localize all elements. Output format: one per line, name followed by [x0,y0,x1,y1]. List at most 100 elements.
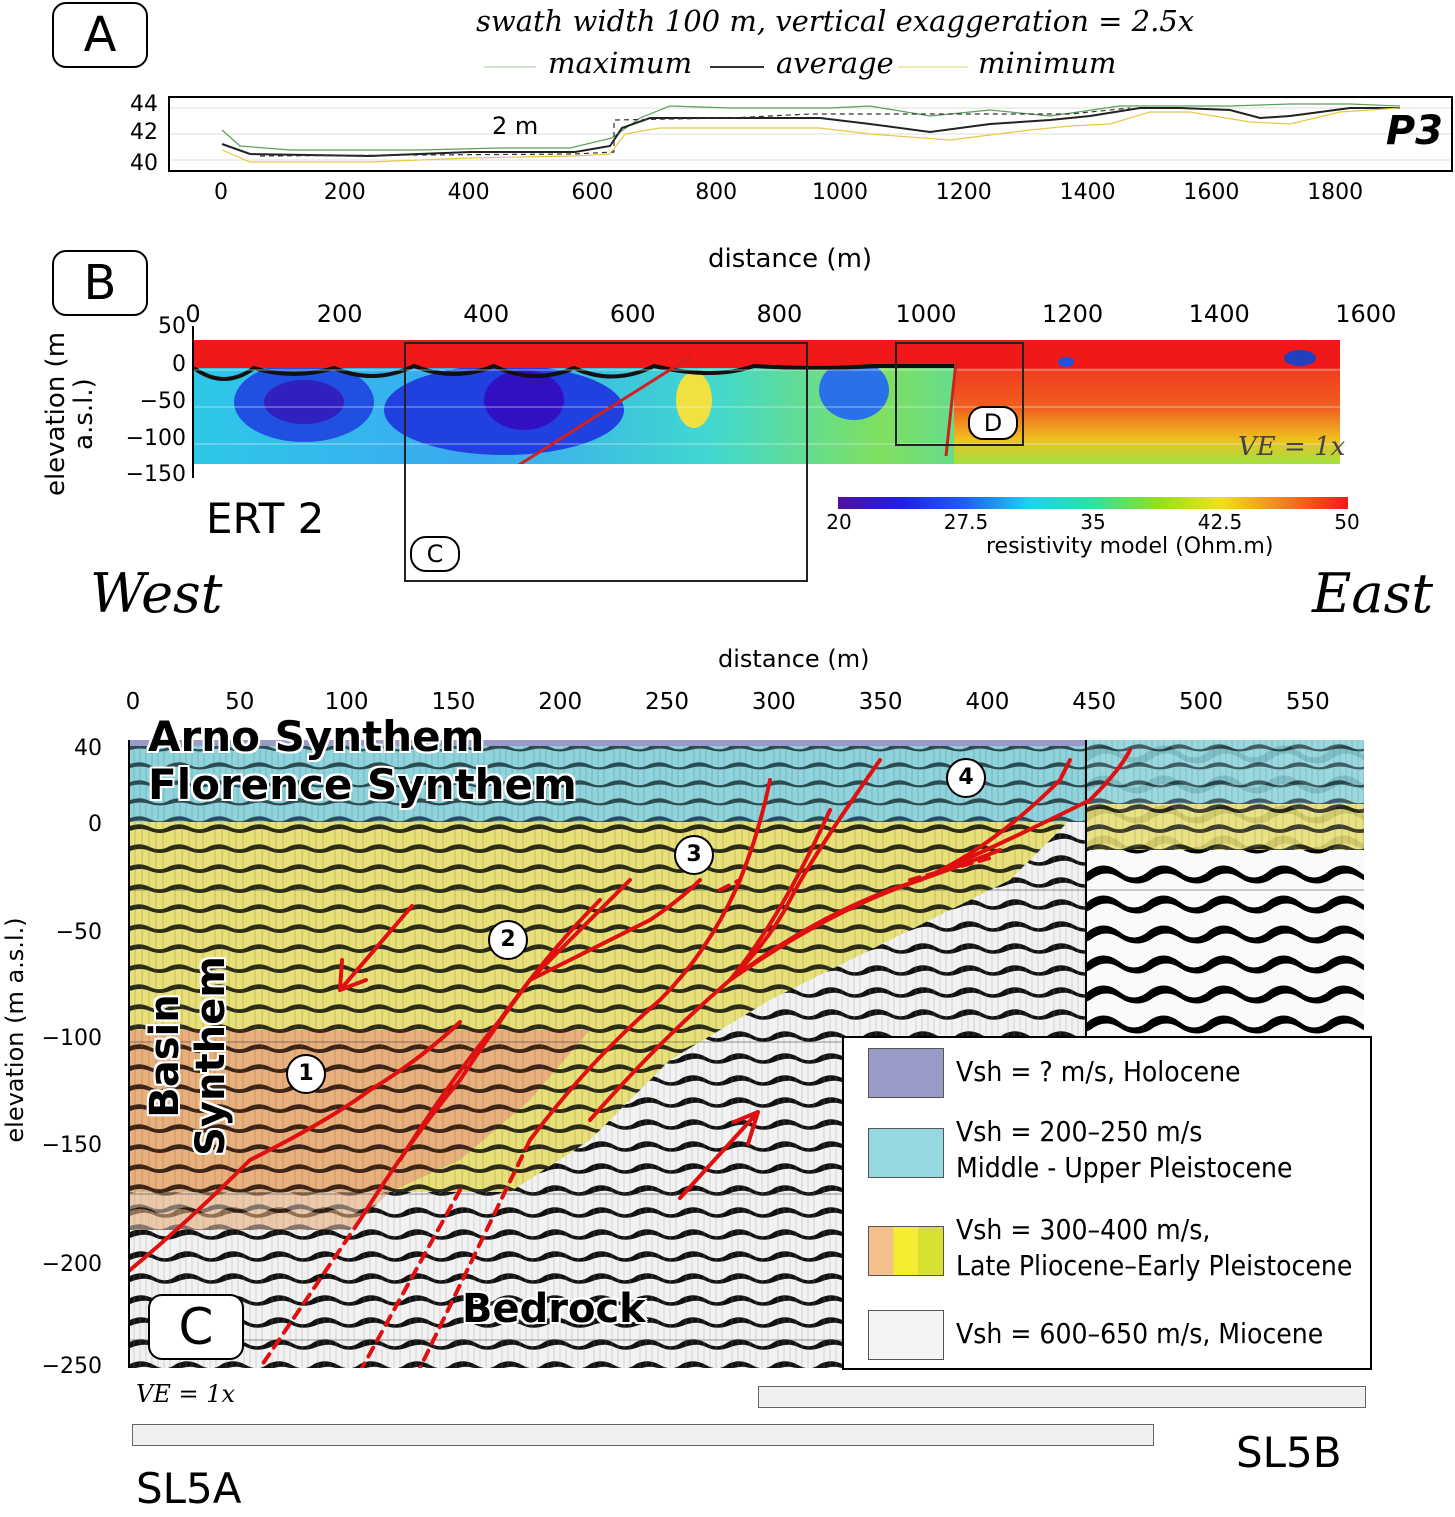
profile-average-line [221,107,1400,158]
east-label: East [1312,562,1434,625]
panel-c-xtick: 0 [125,689,141,715]
panel-b-xtick: 600 [609,300,656,328]
panel-b-letter: B [52,250,148,316]
panel-b-ylabel: elevation (m a.s.l.) [41,314,99,514]
panel-a-xtick: 1800 [1307,180,1364,205]
panel-c-xtick: 150 [431,689,476,715]
legend-swatch-pliocene [868,1226,944,1276]
fault-dash-e [908,856,992,882]
panel-c-xtick: 50 [225,689,255,715]
panel-c-ylabel-text: elevation (m a.s.l.) [1,917,29,1143]
bedrock-label: Bedrock [462,1286,646,1332]
panel-c-ytick: −50 [55,920,102,945]
panel-a-x-axis: 0 200 400 600 800 1000 1200 1400 1600 1800 [0,180,1455,210]
florence-synthem-label: Florence Synthem [148,760,577,809]
panel-c-left-axis [128,740,130,1368]
fault-1 [130,1020,462,1272]
panel-b-xtick: 200 [316,300,363,328]
fault-3 [528,778,772,1142]
panel-a-xtick: 200 [323,180,366,205]
legend-text-pliocene: Vsh = 300–400 m/s, Late Pliocene–Early P… [956,1212,1352,1284]
panel-b-x-axis: 0 200 400 600 800 1000 1200 1400 1600 [0,300,1455,330]
panel-a-xtick: 400 [447,180,490,205]
legend-label-maximum: maximum [548,46,693,80]
panel-c-ve: VE = 1x [136,1380,236,1408]
panel-a-subtitle: swath width 100 m, vertical exaggeration… [476,4,1195,38]
legend-text-line: Vsh = 200–250 m/s [956,1115,1203,1148]
box-d-frame [895,342,1024,446]
legend-row-miocene: Vsh = 600–650 m/s, Miocene [868,1310,1323,1360]
panel-c-ytick: −150 [41,1133,102,1158]
fault-number-1: 1 [286,1054,326,1094]
ert-resistivity-image [194,340,1340,464]
panel-c-ytick: −100 [41,1026,102,1051]
panel-c-ytick: 0 [88,812,102,837]
colorbar-tick: 42.5 [1197,510,1243,534]
panel-a-ytick: 42 [130,120,158,145]
panel-c-xlabel: distance (m) [718,645,870,673]
sl5b-label: SL5B [1236,1428,1342,1477]
panel-a-xtick: 0 [214,180,228,205]
panel-b-ytick: 50 [158,314,186,339]
panel-c-xtick: 550 [1285,689,1330,715]
basin-synthem-text: Basin Synthem [142,956,234,1156]
panel-c-x-axis: 0 50 100 150 200 250 300 350 400 450 500 550 [0,689,1455,719]
fault-dash-b [360,1188,462,1368]
legend-line-minimum [898,66,968,68]
box-d-label: D [968,406,1018,440]
panel-b-ytick: 0 [172,352,186,377]
colorbar-ticks: 20 27.5 35 42.5 50 [0,510,1455,540]
panel-b-xtick: 1400 [1188,300,1250,328]
panel-b-xtick: 400 [463,300,510,328]
legend-text-line: Vsh = 300–400 m/s, [956,1213,1211,1246]
legend-row-pliocene: Vsh = 300–400 m/s, Late Pliocene–Early P… [868,1212,1352,1284]
fault-2b [398,898,602,1162]
panel-c-ytick: 40 [74,736,102,761]
panel-a-legend: maximum average minimum [484,46,1124,82]
fault-dash-c [418,1138,532,1368]
step-dashed-line [259,107,1131,157]
fault-3d [728,758,882,982]
panel-a-xtick: 1600 [1183,180,1240,205]
legend-line-average [710,66,764,68]
panel-c-xtick: 450 [1072,689,1117,715]
panel-b-xtick: 1200 [1042,300,1104,328]
fault-trace [517,354,693,464]
panel-a-profile-label: P3 [1385,108,1443,154]
panel-b-ytick: −150 [125,462,186,487]
colorbar [838,497,1348,509]
arno-synthem-label: Arno Synthem [148,712,485,761]
panel-c-xtick: 200 [538,689,583,715]
legend-text-line: Late Pliocene–Early Pleistocene [956,1249,1353,1282]
legend-text-miocene: Vsh = 600–650 m/s, Miocene [956,1310,1323,1352]
legend-text-line: Vsh = 600–650 m/s, Miocene [956,1317,1324,1350]
panel-a-annotation: 2 m [492,112,539,140]
panel-c-xtick: 500 [1179,689,1223,715]
arrow-up-right [678,1110,760,1200]
legend-row-holocene: Vsh = ? m/s, Holocene [868,1048,1241,1098]
panel-c-ytick: −250 [41,1354,102,1379]
panel-c-ylabel: elevation (m a.s.l.) [1,915,29,1145]
panel-b-xtick: 800 [756,300,803,328]
panel-b-ylabel-text: elevation (m a.s.l.) [41,331,99,497]
panel-b-xtick: 1000 [895,300,957,328]
panel-c-xtick: 350 [858,689,903,715]
legend-text-line: Middle - Upper Pleistocene [956,1151,1293,1184]
panel-b-ytick: −100 [125,426,186,451]
panel-a-ytick: 44 [130,92,158,117]
panel-c-legend: Vsh = ? m/s, Holocene Vsh = 200–250 m/s … [842,1036,1372,1370]
fault-4b [918,748,1132,882]
box-c-label: C [410,536,460,572]
legend-swatch-pleistocene [868,1128,944,1178]
box-c-frame [404,342,808,582]
panel-b-ytick: −50 [139,389,186,414]
legend-swatch-miocene [868,1310,944,1360]
sl5b-bar [758,1386,1366,1408]
panel-b-xlabel: distance (m) [708,244,873,274]
legend-swatch-holocene [868,1048,944,1098]
fault-dash-a [258,1218,362,1368]
colorbar-tick: 20 [826,510,852,534]
fault-lines [130,748,1132,1368]
panel-c-xtick: 100 [324,689,369,715]
legend-text-holocene: Vsh = ? m/s, Holocene [956,1048,1241,1090]
